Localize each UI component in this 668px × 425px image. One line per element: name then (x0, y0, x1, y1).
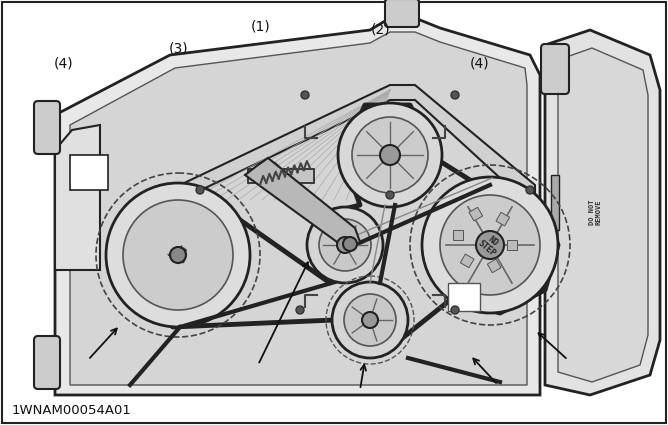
FancyBboxPatch shape (541, 44, 569, 94)
Circle shape (422, 177, 558, 313)
Circle shape (338, 103, 442, 207)
Circle shape (332, 282, 408, 358)
FancyBboxPatch shape (34, 336, 60, 389)
Circle shape (170, 247, 186, 263)
Circle shape (337, 237, 353, 253)
Polygon shape (55, 18, 540, 395)
Bar (448, 283, 480, 311)
Polygon shape (70, 32, 527, 385)
Polygon shape (558, 48, 648, 382)
Polygon shape (180, 85, 535, 210)
Bar (70, 155, 108, 190)
Circle shape (296, 306, 304, 314)
Circle shape (451, 91, 459, 99)
Text: (1): (1) (250, 20, 271, 33)
Text: DO NOT
REMOVE: DO NOT REMOVE (589, 199, 601, 225)
Circle shape (386, 191, 394, 199)
Text: (3): (3) (169, 42, 189, 56)
Bar (460, 254, 474, 268)
Circle shape (380, 145, 400, 165)
Circle shape (106, 183, 250, 327)
FancyBboxPatch shape (385, 0, 419, 27)
Bar (496, 212, 510, 226)
Bar (469, 207, 483, 221)
Circle shape (307, 207, 383, 283)
Circle shape (476, 231, 504, 259)
Circle shape (319, 219, 371, 271)
Polygon shape (55, 125, 100, 270)
Bar (507, 240, 517, 250)
Circle shape (440, 195, 540, 295)
Text: NO
STEP: NO STEP (476, 231, 504, 259)
Bar (488, 259, 501, 273)
Bar (551, 175, 559, 230)
Circle shape (123, 200, 233, 310)
Bar (248, 169, 314, 183)
Polygon shape (245, 158, 360, 250)
Circle shape (526, 186, 534, 194)
Circle shape (343, 237, 357, 251)
Bar (453, 230, 463, 240)
Text: (2): (2) (371, 23, 391, 37)
Circle shape (344, 294, 396, 346)
Text: NO
STEP: NO STEP (164, 241, 192, 269)
Text: 1WNAM00054A01: 1WNAM00054A01 (12, 404, 132, 417)
Text: (4): (4) (470, 57, 490, 71)
Circle shape (362, 312, 378, 328)
Polygon shape (545, 30, 660, 395)
Circle shape (196, 186, 204, 194)
FancyBboxPatch shape (34, 101, 60, 154)
Circle shape (301, 91, 309, 99)
Circle shape (352, 117, 428, 193)
Circle shape (451, 306, 459, 314)
Text: (4): (4) (53, 57, 73, 71)
